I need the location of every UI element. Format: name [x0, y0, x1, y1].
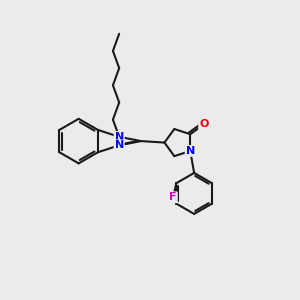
Text: N: N [115, 132, 124, 142]
Text: N: N [115, 140, 124, 150]
Text: F: F [169, 192, 177, 202]
Text: N: N [186, 146, 195, 156]
Text: O: O [199, 119, 208, 129]
